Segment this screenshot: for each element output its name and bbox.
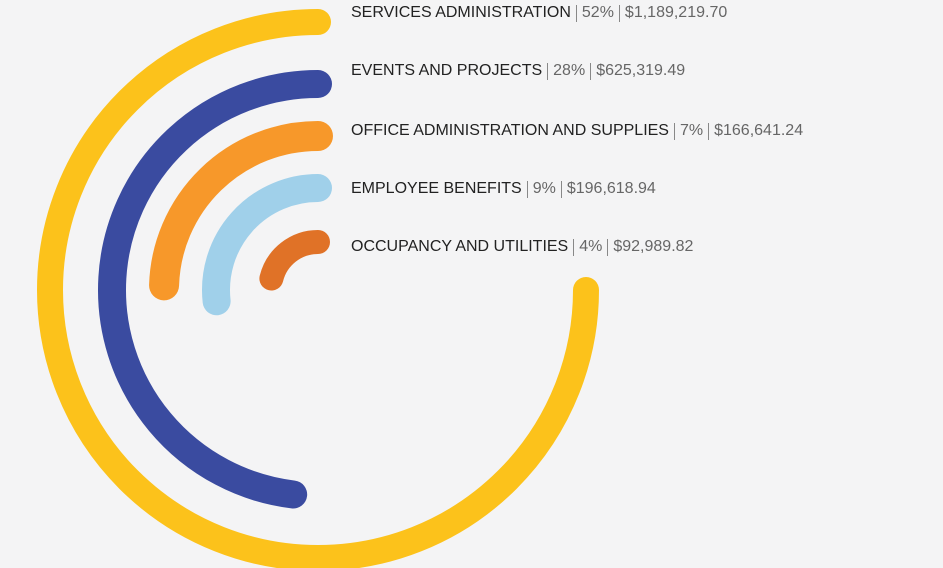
amount-label: $1,189,219.70	[624, 4, 728, 21]
amount-label: $196,618.94	[566, 180, 656, 197]
separator	[547, 62, 549, 80]
category-label: SERVICES ADMINISTRATION	[351, 4, 571, 21]
amount-label: $166,641.24	[714, 122, 804, 139]
amount-label: $92,989.82	[613, 238, 694, 255]
separator	[590, 62, 592, 80]
category-label: OCCUPANCY AND UTILITIES	[351, 238, 569, 255]
legend-item: OCCUPANCY AND UTILITIES 4% $92,989.82	[351, 238, 693, 256]
arc	[259, 230, 330, 291]
separator	[607, 238, 609, 256]
arc	[37, 9, 599, 568]
legend-item: OFFICE ADMINISTRATION AND SUPPLIES 7% $166…	[351, 122, 803, 140]
separator	[560, 180, 562, 198]
separator	[573, 238, 575, 256]
percent-label: 4%	[579, 238, 603, 255]
percent-label: 28%	[553, 62, 586, 79]
arc	[98, 70, 332, 509]
percent-label: 7%	[679, 122, 704, 139]
arc	[149, 121, 333, 301]
category-label: EMPLOYEE BENEFITS	[351, 180, 522, 197]
arc	[202, 174, 332, 316]
separator	[708, 122, 710, 140]
legend-item: EVENTS AND PROJECTS 28% $625,319.49	[351, 62, 685, 80]
legend-item: EMPLOYEE BENEFITS 9% $196,618.94	[351, 180, 656, 198]
separator	[618, 4, 620, 22]
percent-label: 9%	[532, 180, 556, 197]
separator	[526, 180, 528, 198]
separator	[575, 4, 577, 22]
separator	[673, 122, 675, 140]
category-label: EVENTS AND PROJECTS	[351, 62, 543, 79]
category-label: OFFICE ADMINISTRATION AND SUPPLIES	[351, 122, 669, 139]
amount-label: $625,319.49	[596, 62, 686, 79]
percent-label: 52%	[581, 4, 614, 21]
legend-item: SERVICES ADMINISTRATION 52% $1,189,219.70	[351, 4, 727, 22]
